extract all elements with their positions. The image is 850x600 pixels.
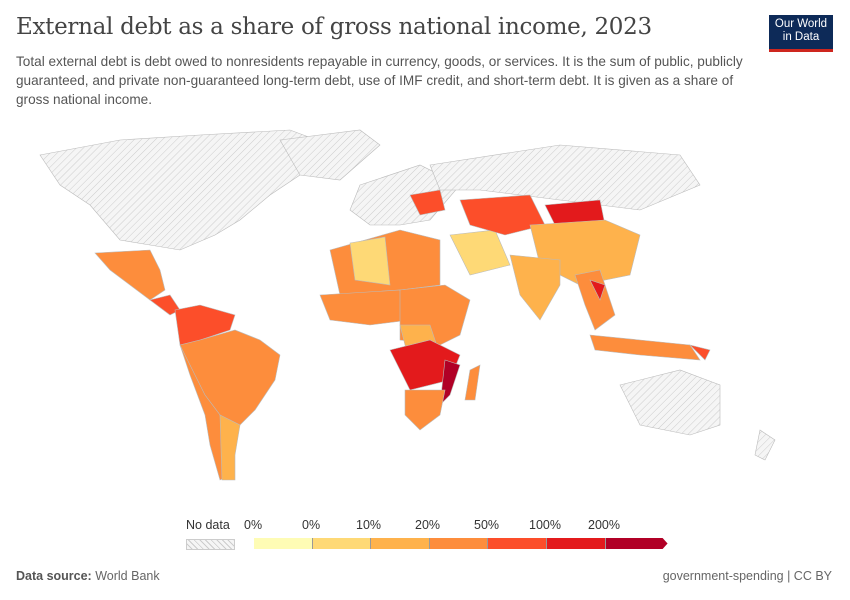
legend-color-bins <box>254 538 668 549</box>
license-info[interactable]: government-spending | CC BY <box>662 569 832 583</box>
legend-label: 100% <box>529 518 561 532</box>
indonesia[interactable] <box>589 334 701 361</box>
laos[interactable] <box>589 279 606 301</box>
legend-bin <box>546 538 606 549</box>
legend-bin <box>488 538 547 549</box>
legend-no-data-swatch <box>186 539 235 550</box>
data-source: Data source: World Bank <box>16 569 160 583</box>
owid-logo[interactable]: Our World in Data <box>769 15 833 52</box>
ukraine[interactable] <box>409 189 446 216</box>
color-legend: No data 0% 0% 10% 20% 50% 100% 200% <box>0 515 850 555</box>
mexico[interactable] <box>94 249 166 301</box>
southern-africa[interactable] <box>404 389 446 431</box>
greenland-nodata[interactable] <box>279 129 381 181</box>
legend-label: 50% <box>474 518 500 532</box>
legend-bin <box>312 538 372 549</box>
legend-label: 200% <box>588 518 620 532</box>
legend-bin <box>429 538 489 549</box>
legend-bin <box>605 538 668 549</box>
central-asia[interactable] <box>459 194 546 236</box>
madagascar[interactable] <box>464 364 481 401</box>
russia-nodata[interactable] <box>429 144 701 211</box>
legend-label: 10% <box>356 518 382 532</box>
north-america-nodata[interactable] <box>39 129 331 251</box>
legend-label: 0% <box>244 518 263 532</box>
australia-nodata[interactable] <box>619 369 721 436</box>
middle-east[interactable] <box>449 229 511 276</box>
source-name[interactable]: World Bank <box>95 569 160 583</box>
legend-bin <box>371 538 430 549</box>
legend-label: 20% <box>415 518 441 532</box>
algeria[interactable] <box>349 236 391 286</box>
world-map[interactable] <box>0 125 850 510</box>
chart-subtitle: Total external debt is debt owed to nonr… <box>16 54 743 107</box>
papua-new-guinea[interactable] <box>689 344 711 361</box>
west-africa[interactable] <box>319 289 411 326</box>
legend-no-data-label: No data <box>186 518 230 532</box>
legend-bin <box>254 538 313 549</box>
chart-title: External debt as a share of gross nation… <box>16 14 652 40</box>
legend-label: 0% <box>302 518 321 532</box>
argentina[interactable] <box>219 414 241 481</box>
india[interactable] <box>509 254 561 321</box>
new-zealand-nodata[interactable] <box>754 429 776 461</box>
